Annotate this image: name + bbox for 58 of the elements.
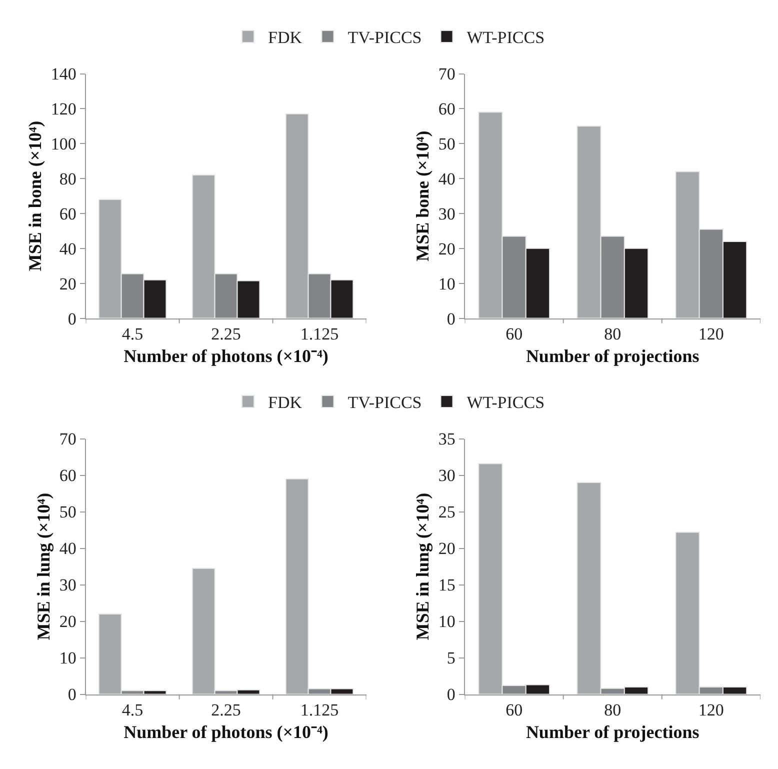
y-tick-label: 70 [438, 64, 456, 84]
y-axis-title: MSE in lung (×10⁴) [412, 492, 433, 640]
y-tick-label: 50 [438, 134, 456, 154]
y-tick-label: 0 [68, 309, 76, 328]
legend-label: TV-PICCS [348, 28, 422, 48]
y-tick-label: 60 [59, 466, 76, 486]
y-tick-label: 0 [68, 685, 76, 704]
x-tick-label: 80 [604, 324, 622, 344]
y-tick-label: 80 [59, 170, 76, 189]
y-tick-label: 40 [59, 539, 76, 558]
legend-label: WT-PICCS [466, 393, 545, 412]
y-tick-label: 60 [59, 204, 76, 224]
y-tick-label: 60 [438, 100, 456, 119]
x-tick-label: 4.5 [122, 324, 144, 344]
y-tick-label: 20 [438, 539, 456, 558]
x-tick-label: 60 [506, 324, 523, 344]
y-tick-label: 30 [438, 204, 456, 224]
x-axis-title: Number of projections [526, 346, 700, 366]
y-tick-label: 25 [438, 502, 456, 522]
y-tick-label: 5 [446, 648, 456, 668]
y-axis-title: MSE bone (×10⁴) [412, 130, 433, 262]
y-tick-label: 20 [438, 239, 456, 258]
x-tick-label: 120 [698, 700, 724, 720]
y-tick-label: 30 [59, 576, 76, 595]
y-tick-label: 0 [446, 685, 456, 704]
y-axis-title: MSE in bone (×10⁴) [25, 120, 46, 272]
x-tick-label: 80 [604, 700, 622, 720]
x-axis-title: Number of photons (×10⁻⁴) [124, 346, 328, 366]
x-tick-label: 1.125 [300, 324, 339, 344]
y-axis-title: MSE in lung (×10⁴) [34, 492, 54, 640]
y-tick-label: 100 [50, 134, 76, 154]
x-tick-label: 120 [698, 324, 724, 344]
y-tick-label: 20 [59, 274, 76, 294]
y-tick-label: 50 [59, 502, 76, 522]
x-tick-label: 1.125 [300, 700, 339, 720]
y-tick-label: 20 [59, 612, 76, 632]
x-tick-label: 2.25 [211, 700, 241, 720]
legend-label: TV-PICCS [348, 393, 422, 412]
legend-label: FDK [268, 393, 303, 412]
y-tick-label: 10 [438, 274, 456, 294]
x-tick-label: 4.5 [122, 700, 144, 720]
y-tick-label: 120 [50, 100, 76, 119]
x-tick-label: 60 [506, 700, 523, 720]
legend-label: FDK [268, 28, 303, 48]
y-tick-label: 10 [59, 648, 76, 668]
y-tick-label: 70 [59, 430, 76, 449]
x-axis-title: Number of projections [526, 722, 700, 742]
y-tick-label: 0 [446, 309, 456, 328]
y-tick-label: 140 [50, 64, 76, 84]
y-tick-label: 40 [438, 170, 456, 189]
legend-label: WT-PICCS [466, 28, 545, 48]
y-tick-label: 15 [438, 576, 456, 595]
x-axis-title: Number of photons (×10⁻⁴) [124, 722, 328, 742]
y-tick-label: 30 [438, 466, 456, 486]
y-tick-label: 10 [438, 612, 456, 632]
y-tick-label: 35 [438, 430, 456, 449]
y-tick-label: 40 [59, 239, 76, 258]
x-tick-label: 2.25 [211, 324, 241, 344]
